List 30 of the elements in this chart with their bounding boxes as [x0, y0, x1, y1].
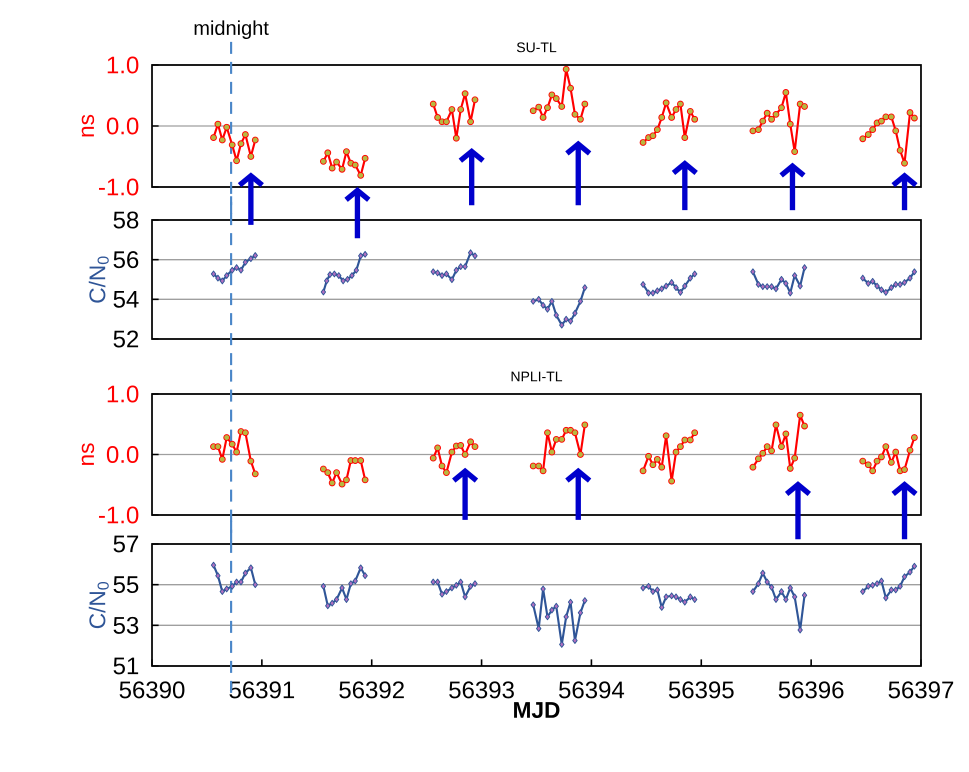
- x-tick-label: 56394: [559, 681, 624, 698]
- x-axis-title: MJD: [514, 702, 560, 718]
- x-tick-label: 56390: [120, 681, 184, 698]
- x-tick-label: 56393: [449, 681, 514, 698]
- y-tick-label: 56: [114, 251, 138, 268]
- x-tick-label: 56396: [778, 681, 844, 698]
- y-axis-title: ns: [82, 443, 94, 465]
- y-tick-label: 52: [114, 330, 138, 348]
- y-tick-label: 0.0: [106, 117, 138, 134]
- chart-title: NPLI-TL: [512, 372, 562, 382]
- y-tick-label: 51: [114, 658, 138, 674]
- y-tick-label: 54: [114, 290, 139, 308]
- x-tick-label: 56397: [888, 681, 954, 698]
- y-tick-label: 58: [114, 211, 138, 228]
- y-tick-label: -1.0: [99, 506, 138, 524]
- y-tick-label: 57: [114, 536, 138, 552]
- y-tick-label: 1.0: [108, 385, 138, 402]
- y-axis-title: C/N$_{0}$: [88, 582, 109, 628]
- x-tick-label: 56391: [229, 681, 294, 698]
- y-tick-label: 53: [114, 616, 138, 634]
- y-tick-label: 1.0: [108, 56, 138, 74]
- y-tick-label: 0.0: [106, 446, 138, 463]
- y-axis-title: ns: [82, 114, 94, 136]
- y-tick-label: 55: [114, 576, 138, 594]
- chart-title: SU-TL: [516, 42, 556, 52]
- y-axis-title: C/N$_{0}$: [88, 256, 109, 303]
- ref-line-label: midnight: [194, 20, 269, 39]
- x-tick-label: 56392: [339, 681, 404, 698]
- x-tick-label: 56395: [668, 681, 734, 698]
- y-tick-label: -1.0: [99, 178, 138, 196]
